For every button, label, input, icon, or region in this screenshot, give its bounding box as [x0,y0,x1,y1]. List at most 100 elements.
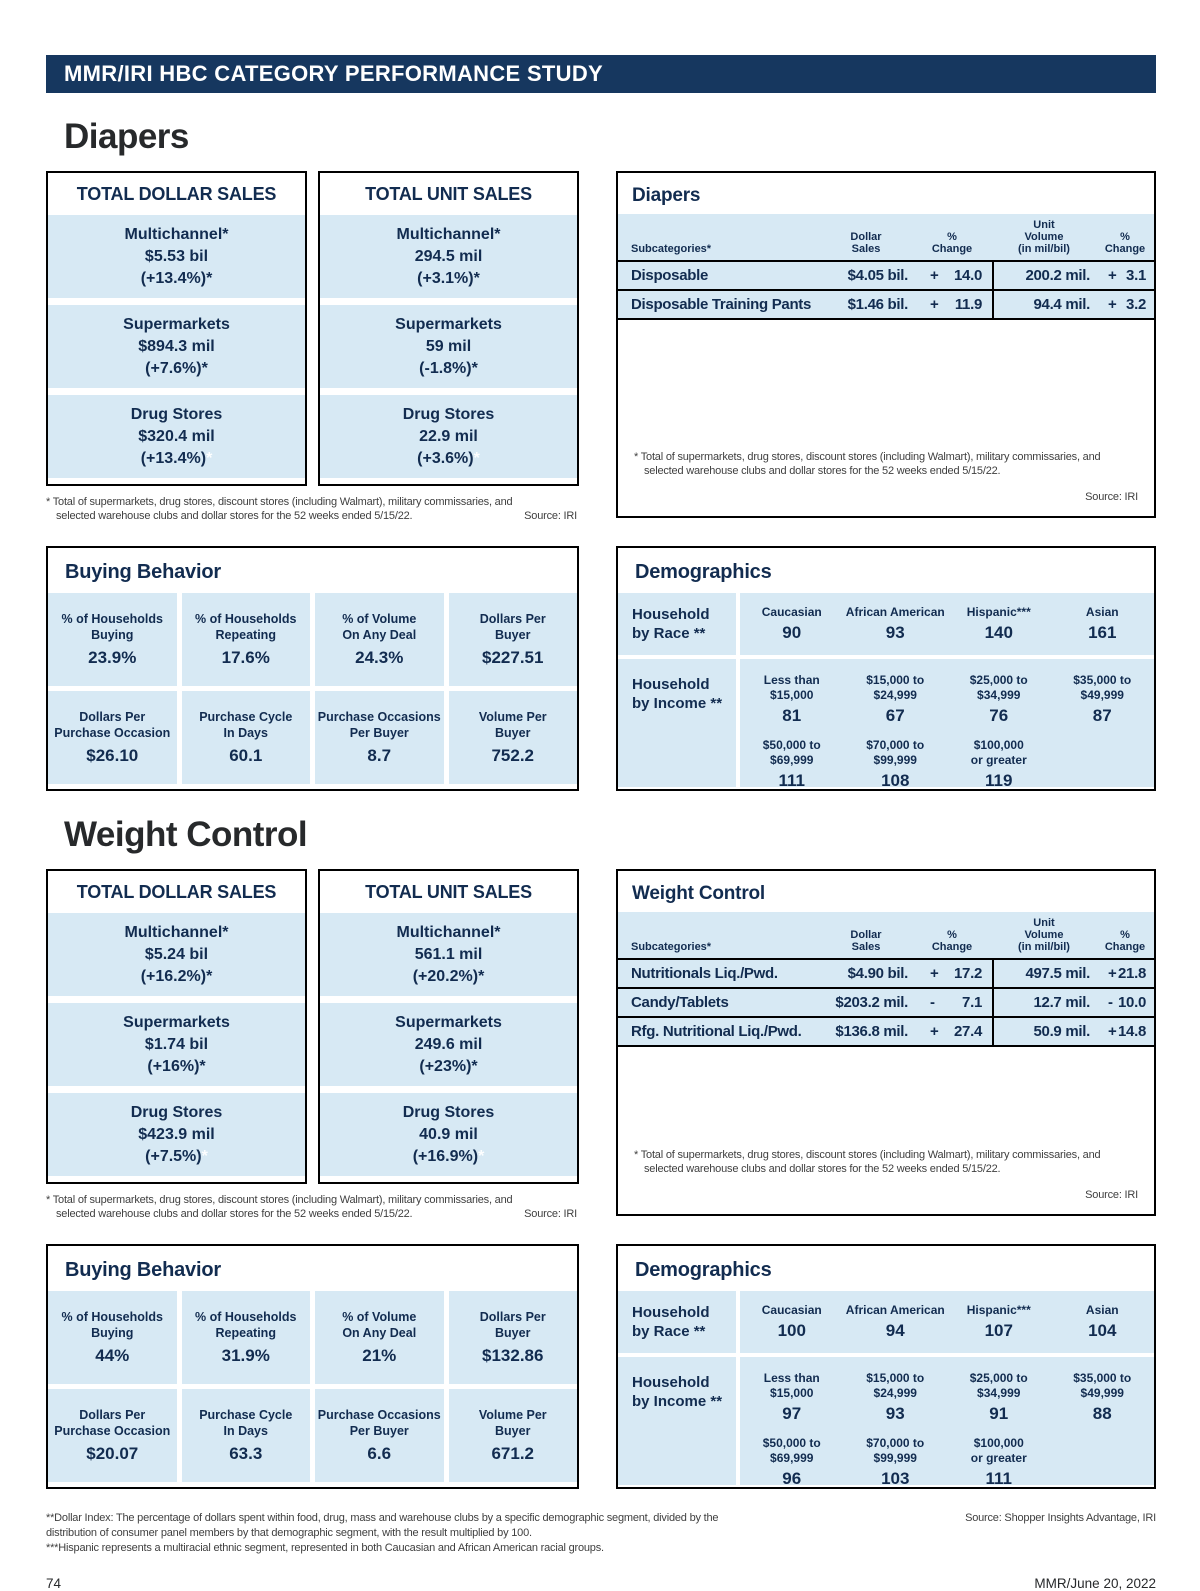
metric-cell: Purchase Occasions Per Buyer 8.7 [315,691,444,784]
demo-index-value: 161 [1088,623,1117,642]
metric-label: Dollars Per Purchase Occasion [54,710,171,740]
table-header-row: Subcategories* Dollar Sales % Change Uni… [618,214,1154,262]
dollar-change: +17.2 [930,965,982,982]
metric-value: 752.2 [491,746,535,765]
demo-index-value: 104 [1088,1321,1117,1340]
category-section-weight-control: Weight Control TOTAL DOLLAR SALES Multic… [46,815,1156,1489]
dollar-change: +14.0 [930,267,982,284]
ghost-asterisk: * [473,449,480,467]
behavior-demographics-row: Buying Behavior % of Households Buying 44… [46,1244,1156,1489]
demo-index-value: 119 [985,771,1013,790]
metric-value: $26.10 [86,746,139,765]
demo-item: Asian 104 [1051,1303,1155,1341]
metric-cell: Purchase Cycle In Days 60.1 [181,691,310,784]
channel-change: (+16%)* [147,1057,206,1075]
metric-label: % of Households Buying [61,612,163,642]
dollar-change: +11.9 [930,296,982,313]
metric-value: 63.3 [229,1444,263,1463]
column-header: % Change [931,929,973,953]
channel-value: 249.6 mil [414,1035,483,1053]
channel-change: (+16.2%)* [140,967,213,985]
source-note: Source: IRI [524,510,577,522]
subcategory-name: Disposable [631,267,709,284]
metric-value: 31.9% [221,1346,270,1365]
footnote-text: * Total of supermarkets, drug stores, di… [634,451,1101,477]
demo-item: Caucasian 90 [740,605,844,643]
demo-item-label: Less than $15,000 [763,1371,820,1400]
race-row: Household by Race ** Caucasian 90 African… [618,593,1154,655]
dollar-sales-value: $4.90 bil. [847,965,909,982]
channel-value: 294.5 mil [414,247,483,265]
unit-change: +14.8 [1108,1023,1146,1040]
demo-item-label: $70,000 to $99,999 [866,1436,925,1465]
demo-index-value: 67 [885,706,905,725]
metric-value: $132.86 [482,1346,544,1365]
unit-volume-value: 12.7 mil. [992,989,1096,1016]
demographics-box: Demographics Household by Race ** Caucas… [616,546,1156,791]
demo-item: Caucasian 100 [740,1303,844,1341]
demo-item-label: $35,000 to $49,999 [1073,673,1132,702]
buying-behavior-box: Buying Behavior % of Households Buying 23… [46,546,579,791]
channel-change: (-1.8%)* [419,359,478,377]
demo-item: African American 93 [844,605,948,643]
demo-item-label: Less than $15,000 [763,673,820,702]
sales-boxes: TOTAL DOLLAR SALES Multichannel* $5.24 b… [46,869,579,1184]
metric-cell: % of Households Buying 44% [48,1291,177,1384]
metric-cell: Dollars Per Purchase Occasion $20.07 [48,1389,177,1482]
subcategories-table: Weight Control Subcategories* Dollar Sal… [616,869,1156,1216]
metric-label: Dollars Per Purchase Occasion [54,1408,171,1438]
masthead-title: MMR/IRI HBC CATEGORY PERFORMANCE STUDY [64,61,604,86]
box-title: TOTAL DOLLAR SALES [76,183,277,204]
channel-label: Multichannel* [396,923,501,941]
race-data: Caucasian 100 African American 94 Hispanic… [740,1291,1154,1353]
demo-item-label: $100,000 or greater [970,1436,1027,1465]
metrics-grid: % of Households Buying 23.9% % of Househo… [48,593,577,789]
demo-row-label: Household by Race ** [618,593,736,655]
metric-label: % of Households Buying [61,1310,163,1340]
demo-index-value: 108 [881,771,910,790]
income-row: Household by Income ** Less than $15,000… [618,659,1154,790]
dollar-sales-value: $136.8 mil. [835,1023,908,1040]
channel-value: $1.74 bil [144,1035,209,1053]
income-row: Household by Income ** Less than $15,000… [618,1357,1154,1488]
metric-value: 671.2 [491,1444,535,1463]
demo-index-value: 111 [778,771,806,790]
metric-label: Dollars Per Buyer [479,1310,546,1340]
category-section-diapers: Diapers TOTAL DOLLAR SALES Multichannel*… [46,117,1156,791]
dollar-sales-value: $203.2 mil. [835,994,908,1011]
page-footer: 74 MMR/June 20, 2022 [46,1576,1156,1591]
sales-footnote: * Total of supermarkets, drug stores, di… [46,1193,579,1221]
metric-cell: Purchase Cycle In Days 63.3 [181,1389,310,1482]
box-title: TOTAL DOLLAR SALES [76,881,277,902]
sales-channel-cell: Supermarkets 249.6 mil (+23%)* [320,1003,577,1086]
demo-item: $100,000 or greater 111 [947,1436,1051,1489]
channel-change: (+3.6%)* [417,449,480,467]
channel-change: (+13.4%)* [140,449,213,467]
demo-item-label: $25,000 to $34,999 [969,673,1028,702]
channel-label: Multichannel* [124,923,229,941]
behavior-demographics-row: Buying Behavior % of Households Buying 23… [46,546,1156,791]
dollar-change: +27.4 [930,1023,982,1040]
demo-item-label: Asian [1085,1303,1119,1317]
sales-channel-cell: Multichannel* $5.24 bil (+16.2%)* [48,913,305,996]
dollar-sales-value: $1.46 bil. [847,296,909,313]
footnote-text: * Total of supermarkets, drug stores, di… [634,1149,1101,1175]
channel-change: (+16.9%)* [412,1147,485,1165]
metric-cell: Dollars Per Purchase Occasion $26.10 [48,691,177,784]
metric-cell: % of Households Repeating 31.9% [181,1291,310,1384]
race-data: Caucasian 90 African American 93 Hispanic*… [740,593,1154,655]
channel-change: (+13.4%)* [140,269,213,287]
issue-date: MMR/June 20, 2022 [1034,1576,1156,1591]
hispanic-footnote: ***Hispanic represents a multiracial eth… [46,1542,604,1554]
metric-label: % of Households Repeating [195,1310,297,1340]
table-row: Rfg. Nutritional Liq./Pwd. $136.8 mil. +… [618,1018,1154,1047]
demo-item: Less than $15,000 81 [740,673,844,726]
source-note: Source: IRI [1085,491,1138,503]
metric-label: Volume Per Buyer [478,710,547,740]
demo-item: $50,000 to $69,999 111 [740,738,844,791]
metric-value: $20.07 [86,1444,139,1463]
column-header: Unit Volume (in mil/bil) [1018,917,1070,953]
metric-cell: Volume Per Buyer 671.2 [448,1389,577,1482]
demo-item: Hispanic*** 140 [947,605,1051,643]
subcategories-table: Diapers Subcategories* Dollar Sales % Ch… [616,171,1156,518]
